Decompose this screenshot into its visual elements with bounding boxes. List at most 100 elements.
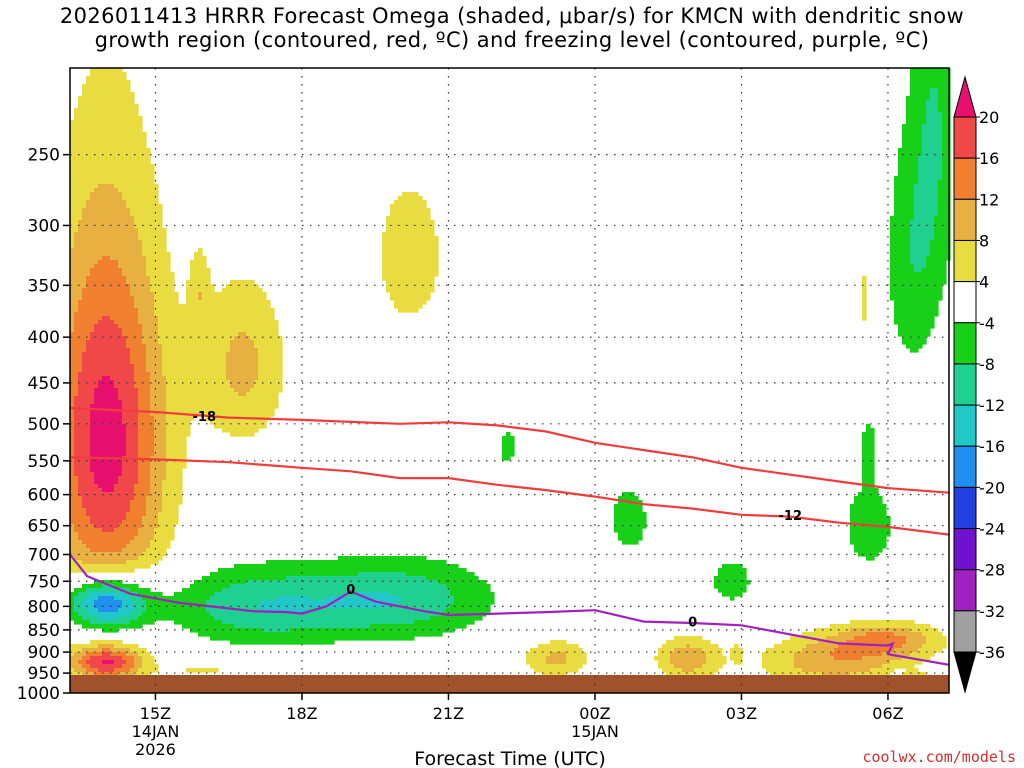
omega-cell	[110, 604, 115, 609]
omega-cell	[82, 352, 87, 357]
omega-cell	[310, 576, 315, 581]
omega-cell	[126, 564, 131, 569]
omega-cell	[94, 156, 99, 161]
omega-cell	[94, 84, 99, 89]
omega-cell	[94, 500, 99, 505]
omega-cell	[94, 404, 99, 409]
omega-cell	[106, 188, 111, 193]
omega-cell	[94, 428, 99, 433]
omega-cell	[142, 288, 147, 293]
omega-cell	[70, 616, 75, 621]
omega-cell	[90, 420, 95, 425]
omega-cell	[114, 300, 119, 305]
omega-cell	[206, 596, 211, 601]
omega-cell	[78, 420, 83, 425]
omega-cell	[126, 436, 131, 441]
omega-cell	[158, 404, 163, 409]
omega-cell	[154, 436, 159, 441]
omega-cell	[142, 400, 147, 405]
omega-cell	[202, 668, 207, 673]
omega-cell	[126, 492, 131, 497]
omega-cell	[226, 360, 231, 365]
omega-cell	[158, 532, 163, 537]
omega-cell	[74, 196, 79, 201]
omega-cell	[290, 612, 295, 617]
omega-cell	[142, 188, 147, 193]
omega-cell	[86, 92, 91, 97]
omega-cell	[158, 324, 163, 329]
omega-cell	[154, 460, 159, 465]
omega-cell	[98, 512, 103, 517]
omega-cell	[162, 516, 167, 521]
omega-cell	[110, 304, 115, 309]
omega-cell	[202, 352, 207, 357]
omega-cell	[162, 316, 167, 321]
omega-cell	[186, 420, 191, 425]
omega-cell	[106, 392, 111, 397]
omega-cell	[282, 608, 287, 613]
omega-cell	[134, 664, 139, 669]
omega-cell	[138, 308, 143, 313]
omega-cell	[106, 412, 111, 417]
omega-cell	[134, 136, 139, 141]
omega-cell	[78, 216, 83, 221]
omega-cell	[130, 380, 135, 385]
omega-cell	[118, 216, 123, 221]
omega-cell	[178, 592, 183, 597]
omega-cell	[138, 396, 143, 401]
omega-cell	[102, 500, 107, 505]
omega-cell	[94, 112, 99, 117]
omega-cell	[254, 580, 259, 585]
omega-cell	[278, 352, 283, 357]
omega-cell	[94, 280, 99, 285]
omega-cell	[170, 460, 175, 465]
omega-cell	[222, 388, 227, 393]
chart-title: 2026011413 HRRR Forecast Omega (shaded, …	[0, 4, 1024, 52]
omega-cell	[242, 580, 247, 585]
omega-cell	[82, 328, 87, 333]
omega-cell	[226, 332, 231, 337]
omega-cell	[250, 280, 255, 285]
omega-cell	[162, 360, 167, 365]
omega-cell	[274, 336, 279, 341]
omega-cell	[150, 264, 155, 269]
omega-cell	[290, 628, 295, 633]
omega-cell	[106, 144, 111, 149]
omega-cell	[98, 428, 103, 433]
omega-cell	[106, 648, 111, 653]
omega-cell	[122, 308, 127, 313]
omega-cell	[110, 112, 115, 117]
omega-cell	[158, 216, 163, 221]
omega-cell	[154, 592, 159, 597]
omega-cell	[126, 420, 131, 425]
omega-cell	[98, 644, 103, 649]
omega-cell	[274, 632, 279, 637]
omega-cell	[122, 624, 127, 629]
omega-cell	[86, 596, 91, 601]
omega-cell	[258, 412, 263, 417]
omega-cell	[146, 248, 151, 253]
omega-cell	[198, 668, 203, 673]
omega-cell	[102, 396, 107, 401]
omega-cell	[102, 312, 107, 317]
omega-cell	[118, 416, 123, 421]
omega-cell	[130, 152, 135, 157]
omega-cell	[110, 300, 115, 305]
omega-cell	[102, 148, 107, 153]
omega-cell	[146, 484, 151, 489]
omega-cell	[78, 152, 83, 157]
omega-cell	[150, 208, 155, 213]
omega-cell	[270, 312, 275, 317]
omega-cell	[210, 304, 215, 309]
omega-cell	[102, 140, 107, 145]
omega-cell	[206, 292, 211, 297]
omega-cell	[114, 112, 119, 117]
omega-cell	[302, 640, 307, 645]
omega-cell	[138, 668, 143, 673]
omega-cell	[130, 368, 135, 373]
omega-cell	[154, 492, 159, 497]
omega-cell	[274, 352, 279, 357]
omega-cell	[118, 184, 123, 189]
omega-cell	[250, 356, 255, 361]
omega-cell	[86, 136, 91, 141]
